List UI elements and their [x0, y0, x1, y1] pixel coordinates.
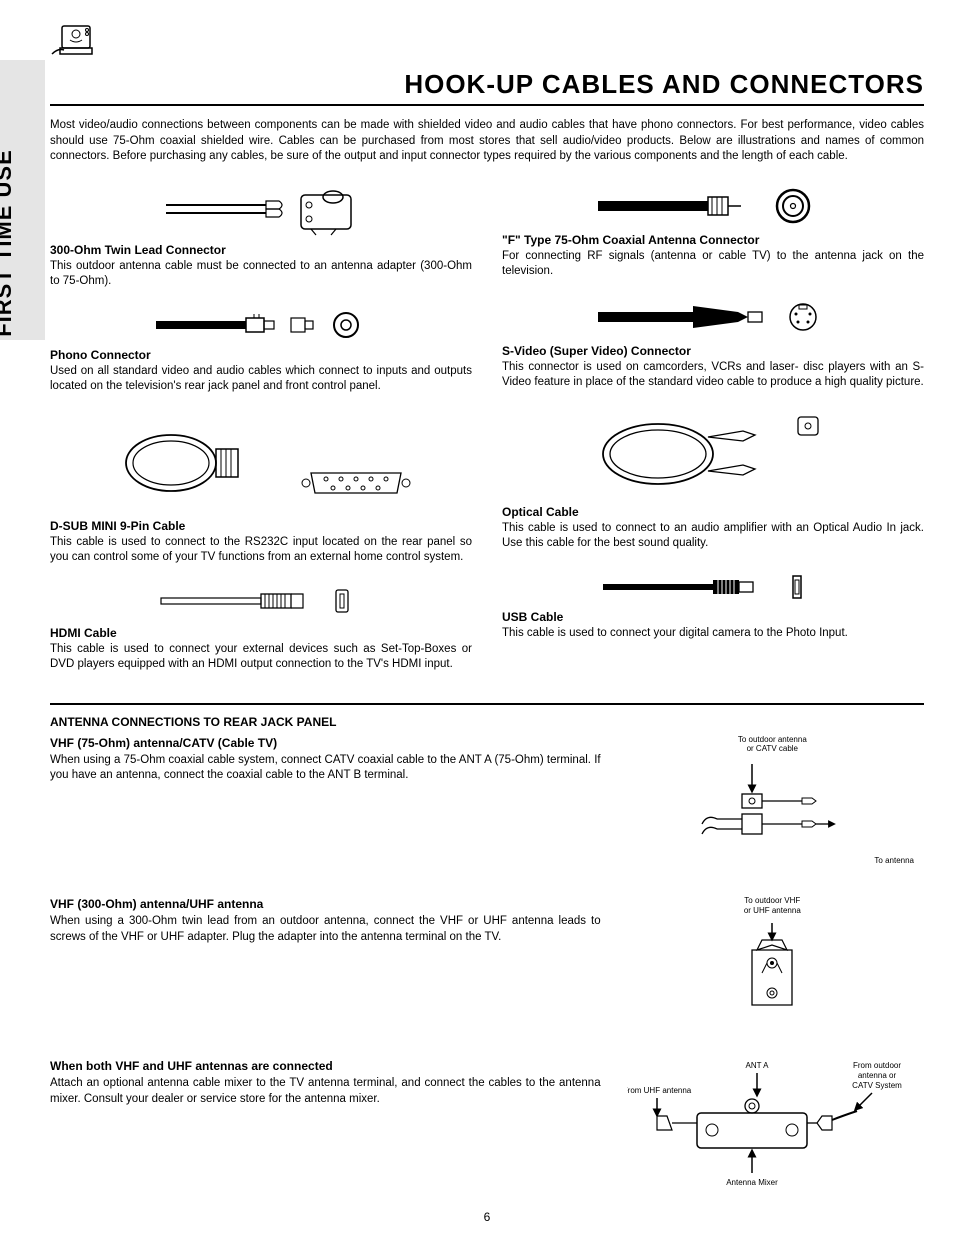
- dsub-illustration: [50, 413, 472, 513]
- usb-illustration: [502, 570, 924, 604]
- svg-text:CATV System: CATV System: [852, 1081, 902, 1090]
- twin-lead-illustration: [50, 187, 472, 237]
- antenna3-title: When both VHF and UHF antennas are conne…: [50, 1058, 601, 1074]
- antenna3-diagram: ANT A From UHF antenna From outdoor ante…: [621, 1058, 924, 1191]
- hdmi-title: HDMI Cable: [50, 626, 472, 640]
- svideo-title: S-Video (Super Video) Connector: [502, 344, 924, 358]
- ftype-illustration: [502, 187, 924, 227]
- antenna1-text: When using a 75-Ohm coaxial cable system…: [50, 753, 601, 784]
- dsub-title: D-SUB MINI 9-Pin Cable: [50, 519, 472, 533]
- usb-title: USB Cable: [502, 610, 924, 624]
- right-column: "F" Type 75-Ohm Coaxial Antenna Connecto…: [502, 179, 924, 691]
- antenna2-diagram: To outdoor VHFor UHF antenna: [621, 896, 924, 1028]
- antenna1-diagram: To outdoor antennaor CATV cable To anten…: [621, 735, 924, 866]
- optical-text: This cable is used to connect to an audi…: [502, 521, 924, 552]
- twin-lead-text: This outdoor antenna cable must be conne…: [50, 259, 472, 290]
- antenna2-text: When using a 300-Ohm twin lead from an o…: [50, 914, 601, 945]
- divider: [50, 703, 924, 705]
- hdmi-text: This cable is used to connect your exter…: [50, 642, 472, 673]
- phono-text: Used on all standard video and audio cab…: [50, 364, 472, 395]
- left-column: 300-Ohm Twin Lead Connector This outdoor…: [50, 179, 472, 691]
- phono-title: Phono Connector: [50, 348, 472, 362]
- twin-lead-title: 300-Ohm Twin Lead Connector: [50, 243, 472, 257]
- dsub-text: This cable is used to connect to the RS2…: [50, 535, 472, 566]
- optical-title: Optical Cable: [502, 505, 924, 519]
- page-number: 6: [50, 1210, 924, 1224]
- ftype-text: For connecting RF signals (antenna or ca…: [502, 249, 924, 280]
- page-title: HOOK-UP CABLES AND CONNECTORS: [50, 69, 924, 106]
- svg-text:From UHF antenna: From UHF antenna: [627, 1086, 692, 1095]
- antenna3-text: Attach an optional antenna cable mixer t…: [50, 1076, 601, 1107]
- svg-text:ANT A: ANT A: [746, 1061, 770, 1070]
- svg-text:Antenna Mixer: Antenna Mixer: [727, 1178, 779, 1187]
- antenna1-title: VHF (75-Ohm) antenna/CATV (Cable TV): [50, 735, 601, 751]
- optical-illustration: [502, 409, 924, 499]
- svideo-illustration: [502, 298, 924, 338]
- tv-cartoon-icon: [50, 20, 100, 60]
- antenna-heading: ANTENNA CONNECTIONS TO REAR JACK PANEL: [50, 715, 924, 729]
- phono-illustration: [50, 308, 472, 342]
- usb-text: This cable is used to connect your digit…: [502, 626, 924, 642]
- ftype-title: "F" Type 75-Ohm Coaxial Antenna Connecto…: [502, 233, 924, 247]
- hdmi-illustration: [50, 584, 472, 620]
- vertical-section-label: FIRST TIME USE: [0, 149, 17, 337]
- svideo-text: This connector is used on camcorders, VC…: [502, 360, 924, 391]
- antenna2-title: VHF (300-Ohm) antenna/UHF antenna: [50, 896, 601, 912]
- svg-text:From outdoor: From outdoor: [853, 1061, 901, 1070]
- svg-text:antenna or: antenna or: [858, 1071, 897, 1080]
- intro-paragraph: Most video/audio connections between com…: [50, 118, 924, 165]
